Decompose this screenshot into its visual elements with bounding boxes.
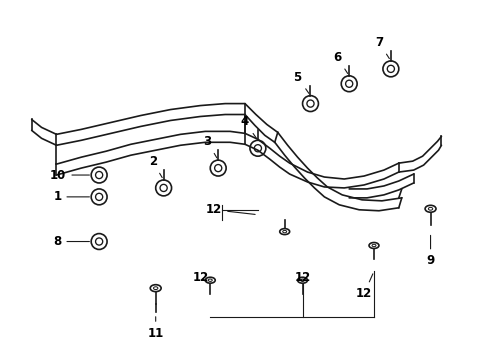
Text: 12: 12 [355, 274, 372, 300]
Ellipse shape [205, 277, 215, 283]
Text: 11: 11 [147, 317, 163, 340]
Text: 12: 12 [205, 203, 255, 216]
Ellipse shape [150, 285, 161, 292]
Text: 8: 8 [53, 235, 89, 248]
Text: 1: 1 [53, 190, 89, 203]
Text: 5: 5 [293, 71, 308, 93]
Ellipse shape [368, 243, 378, 248]
Text: 6: 6 [332, 51, 347, 73]
Text: 9: 9 [426, 235, 434, 267]
Ellipse shape [424, 205, 435, 212]
Text: 3: 3 [203, 135, 216, 158]
Text: 2: 2 [148, 155, 162, 177]
Ellipse shape [279, 229, 289, 235]
Ellipse shape [297, 277, 307, 283]
Text: 10: 10 [50, 168, 89, 181]
Text: 7: 7 [374, 36, 388, 59]
Text: 12: 12 [294, 271, 310, 284]
Text: 4: 4 [241, 116, 256, 138]
Text: 12: 12 [192, 271, 208, 284]
